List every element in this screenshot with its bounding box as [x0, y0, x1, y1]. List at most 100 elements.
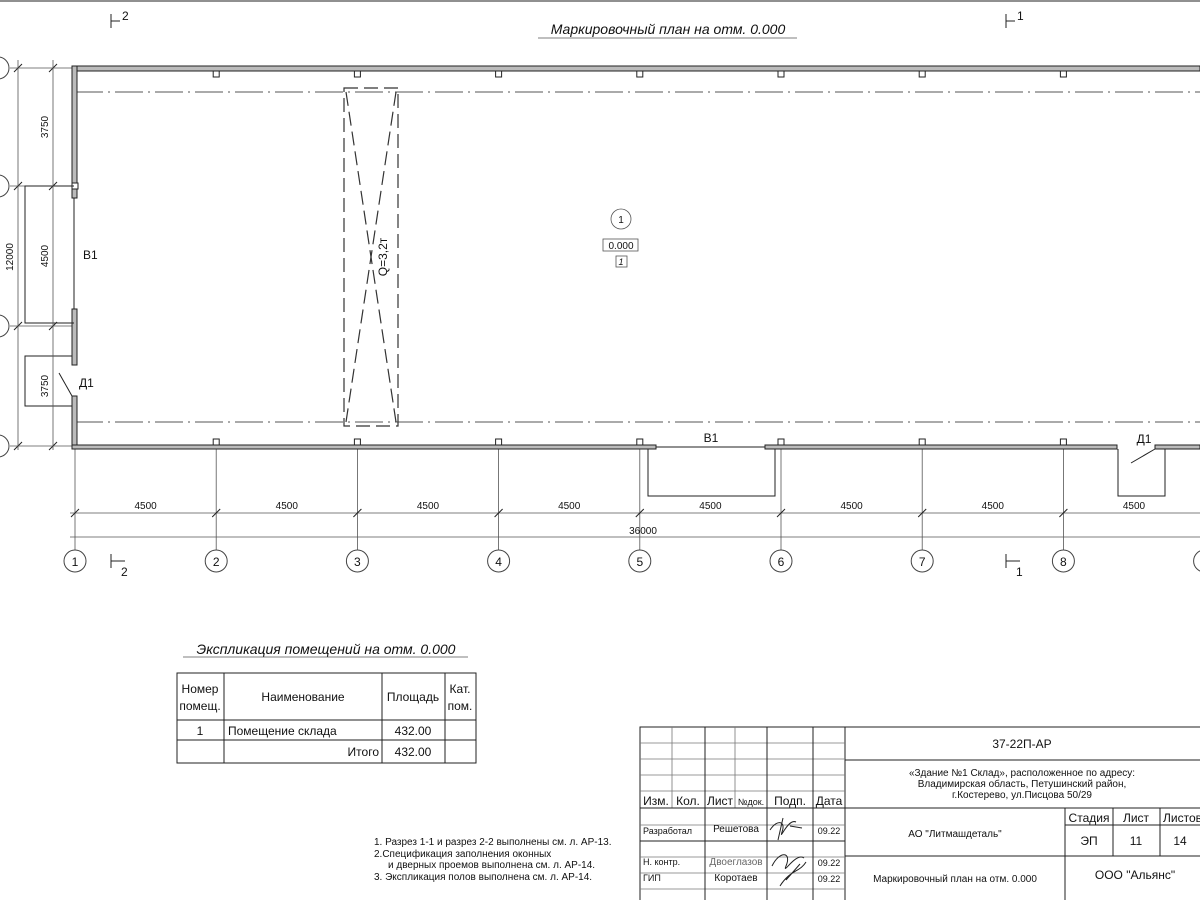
axis-number: 4 — [495, 555, 502, 569]
bottom-dim: 4500 — [558, 501, 581, 512]
column — [353, 438, 361, 446]
svg-text:2: 2 — [122, 9, 129, 23]
axis-number: 5 — [636, 555, 643, 569]
walls — [71, 65, 1200, 450]
column — [353, 70, 361, 78]
signature-developer — [769, 817, 803, 841]
column — [777, 70, 785, 78]
bottom-dim: 4500 — [1123, 501, 1146, 512]
svg-text:В1: В1 — [704, 431, 719, 445]
bottom-dim: 4500 — [276, 501, 299, 512]
stage-header: Стадия — [1069, 811, 1110, 825]
dim-tick — [353, 508, 362, 518]
section-mark-top-right: 1 — [1005, 9, 1024, 28]
row-name: Помещение склада — [228, 724, 337, 738]
row-axis-bubble — [0, 174, 10, 198]
dim-tick — [917, 508, 927, 518]
axis-bubble — [487, 549, 511, 573]
wall-bottom-1 — [71, 444, 657, 450]
role-norm-control: Н. контр. — [643, 857, 680, 867]
svg-text:В1: В1 — [83, 248, 98, 262]
wall-bottom-2 — [764, 444, 1118, 450]
note-2: 2.Спецификация заполнения оконных — [374, 848, 551, 860]
sheets-header: Листов — [1163, 811, 1200, 825]
total-area: 432.00 — [395, 745, 432, 759]
organization: АО "Литмашдеталь" — [908, 829, 1002, 840]
bottom-dim: 4500 — [699, 501, 722, 512]
row-area: 432.00 — [395, 724, 432, 738]
dim-tick — [776, 508, 786, 518]
note-2-cont: и дверных проемов выполнена см. л. АР-14… — [388, 860, 595, 871]
dimension-lines: 36000 12000 3750 4500 3750 4500 4500 4500 4… — [5, 60, 1200, 538]
wall-left-lower — [71, 395, 78, 450]
note-3: 3. Экспликация полов выполнена см. л. АР… — [374, 872, 592, 883]
name-chief-engineer: Коротаев — [714, 873, 757, 884]
left-dim-2: 4500 — [40, 244, 51, 267]
svg-text:2: 2 — [121, 565, 128, 579]
svg-text:Д1: Д1 — [1137, 432, 1152, 446]
name-norm-control: Двоеглазов — [709, 857, 762, 868]
svg-text:Д1: Д1 — [79, 376, 94, 390]
room-level: 0.000 — [608, 241, 633, 252]
axis-bubble — [204, 549, 228, 573]
column — [918, 438, 926, 446]
bottom-dim: 4500 — [840, 501, 863, 512]
axis-lines — [74, 449, 1064, 550]
dim-tick — [635, 508, 645, 518]
column — [212, 70, 220, 78]
hdr-kol: Кол. — [676, 794, 700, 808]
column — [495, 70, 503, 78]
wall-top — [71, 65, 1200, 72]
dim-tick — [494, 508, 503, 518]
axis-bubble — [63, 549, 87, 573]
door-bottom: Д1 — [1117, 432, 1166, 497]
row-axis-bubble — [0, 56, 10, 80]
svg-text:пом.: пом. — [448, 699, 473, 713]
row-axis-bubble — [0, 434, 10, 458]
bottom-dim: 4500 — [982, 501, 1005, 512]
explication-title: Экспликация помещений на отм. 0.000 — [197, 641, 456, 657]
stage-value: ЭП — [1080, 834, 1097, 848]
total-dim: 36000 — [629, 526, 657, 537]
row-axis-bubble — [0, 314, 10, 338]
section-mark-bottom-right: 1 — [1005, 554, 1023, 579]
sheets-value: 14 — [1173, 834, 1187, 848]
gate-left: В1 — [24, 185, 98, 324]
object-line-2: Владимирская область, Петушинский район, — [918, 778, 1127, 790]
axis-number: 6 — [778, 555, 785, 569]
column — [212, 438, 220, 446]
note-1: 1. Разрез 1-1 и разрез 2-2 выполнены см.… — [374, 837, 612, 848]
explication-table: Экспликация помещений на отм. 0.000 Номе… — [176, 641, 477, 764]
room-floor-type: 1 — [618, 257, 623, 267]
object-line-3: г.Костерево, ул.Писцова 50/29 — [952, 790, 1092, 801]
crane-zone: Q=3,2т — [343, 87, 399, 427]
axis-number: 2 — [213, 555, 220, 569]
hdr-izm: Изм. — [643, 794, 669, 808]
title-block: Изм. Кол. Лист №док. Подп. Дата Разработ… — [639, 726, 1200, 900]
column — [636, 438, 644, 446]
svg-text:помещ.: помещ. — [179, 699, 220, 713]
bottom-dim: 4500 — [134, 501, 157, 512]
role-chief-engineer: ГИП — [643, 873, 661, 883]
date-norm-control: 09.22 — [818, 858, 841, 868]
signature-control — [771, 854, 807, 887]
dim-tick — [211, 508, 221, 518]
wall-left-middle — [71, 308, 78, 366]
dim-tick — [70, 508, 80, 518]
col-header-area: Площадь — [387, 690, 439, 704]
column — [1059, 438, 1067, 446]
section-mark-bottom-left: 2 — [110, 554, 128, 579]
notes: 1. Разрез 1-1 и разрез 2-2 выполнены см.… — [374, 837, 612, 883]
bottom-dim: 4500 — [417, 501, 440, 512]
sheet-value: 11 — [1130, 834, 1143, 848]
column — [495, 438, 503, 446]
axis-number: 7 — [919, 555, 926, 569]
axis-number: 8 — [1060, 555, 1067, 569]
axis-bubble — [345, 549, 369, 573]
col-header-name: Наименование — [261, 690, 345, 704]
crane-label: Q=3,2т — [376, 237, 390, 276]
svg-text:1: 1 — [1016, 565, 1023, 579]
axis-number: 1 — [72, 555, 79, 569]
left-dim-1: 3750 — [40, 115, 51, 138]
